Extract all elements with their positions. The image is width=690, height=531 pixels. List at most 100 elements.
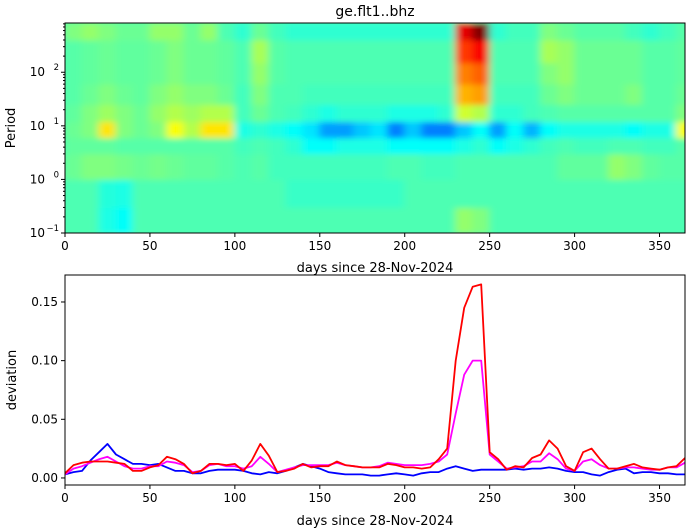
heatmap-cell: [540, 39, 559, 64]
x-tick-label: 100: [223, 491, 246, 505]
heatmap-cell: [642, 83, 661, 106]
heatmap-cell: [438, 39, 457, 64]
heatmap-cell: [200, 23, 219, 41]
heatmap-cell: [149, 104, 168, 123]
heatmap-cell: [370, 62, 389, 85]
heatmap-cell: [285, 121, 304, 139]
heatmap-cell: [183, 62, 202, 85]
heatmap-cell: [336, 153, 355, 180]
heatmap-cell: [489, 178, 508, 208]
heatmap-cell: [285, 83, 304, 106]
heatmap-cell: [200, 83, 219, 106]
heatmap-cell: [183, 39, 202, 64]
y-tick-label: 10: [30, 65, 45, 79]
series-line-0: [65, 442, 685, 477]
heatmap-cell: [523, 39, 542, 64]
heatmap-cell: [353, 62, 372, 85]
heatmap-cell: [404, 39, 423, 64]
heatmap-cell: [370, 137, 389, 155]
x-tick-label: 250: [478, 491, 501, 505]
heatmap-cell: [319, 62, 338, 85]
heatmap-cell: [65, 137, 83, 155]
heatmap-cell: [370, 104, 389, 123]
heatmap-cell: [234, 104, 253, 123]
heatmap-cell: [166, 121, 185, 139]
heatmap-cell: [506, 83, 525, 106]
y-tick-exponent: 0: [54, 170, 59, 180]
heatmap-cell: [115, 121, 134, 139]
heatmap-cell: [676, 137, 685, 155]
heatmap-cell: [149, 62, 168, 85]
heatmap-cell: [523, 153, 542, 180]
heatmap-cell: [676, 121, 685, 139]
heatmap-cell: [285, 23, 304, 41]
heatmap-cell: [421, 153, 440, 180]
x-tick-label: 300: [563, 239, 586, 253]
heatmap-cell: [472, 121, 491, 139]
x-tick-label: 150: [308, 491, 331, 505]
heatmap-cell: [268, 62, 287, 85]
heatmap-cell: [642, 153, 661, 180]
heatmap-cell: [472, 206, 491, 233]
heatmap-cell: [200, 104, 219, 123]
heatmap-cell: [132, 62, 151, 85]
y-tick-label: 10: [30, 226, 45, 240]
heatmap-cell: [455, 206, 474, 233]
heatmap-cell: [149, 39, 168, 64]
heatmap-cell: [387, 178, 406, 208]
x-tick-label: 50: [142, 239, 157, 253]
heatmap-cell: [574, 39, 593, 64]
heatmap-cell: [65, 206, 83, 233]
heatmap-cell: [319, 206, 338, 233]
heatmap-cell: [625, 83, 644, 106]
heatmap-cell: [574, 23, 593, 41]
heatmap-cell: [438, 121, 457, 139]
heatmap-cell: [251, 39, 270, 64]
heatmap-cell: [234, 137, 253, 155]
heatmap-cell: [387, 104, 406, 123]
heatmap-cell: [251, 178, 270, 208]
heatmap-cell: [540, 178, 559, 208]
heatmap-cell: [659, 153, 678, 180]
heatmap-cell: [217, 62, 236, 85]
heatmap-cell: [98, 206, 117, 233]
heatmap-cell: [268, 178, 287, 208]
heatmap-cell: [217, 206, 236, 233]
heatmap-cell: [387, 121, 406, 139]
heatmap-cell: [353, 206, 372, 233]
heatmap-cell: [642, 104, 661, 123]
heatmap-cell: [132, 104, 151, 123]
heatmap-cell: [642, 178, 661, 208]
heatmap-cell: [455, 178, 474, 208]
heatmap-cell: [132, 23, 151, 41]
heatmap-cell: [353, 39, 372, 64]
heatmap-cell: [115, 178, 134, 208]
heatmap-cell: [574, 121, 593, 139]
heatmap-cell: [438, 83, 457, 106]
heatmap-cell: [302, 121, 321, 139]
heatmap-cell: [183, 137, 202, 155]
heatmap-cell: [404, 23, 423, 41]
heatmap-cell: [353, 153, 372, 180]
heatmap-cell: [625, 23, 644, 41]
heatmap-cell: [132, 178, 151, 208]
heatmap-ylabel: Period: [4, 108, 19, 149]
heatmap-cell: [217, 178, 236, 208]
heatmap-cell: [659, 121, 678, 139]
heatmap-cell: [251, 23, 270, 41]
series-line-1: [65, 359, 685, 476]
heatmap-cell: [81, 206, 100, 233]
heatmap-cell: [557, 206, 576, 233]
heatmap-cell: [642, 137, 661, 155]
heatmap-cell: [591, 178, 610, 208]
line-axes-frame: [64, 274, 686, 486]
heatmap-cell: [115, 137, 134, 155]
y-tick-label: 10: [30, 119, 45, 133]
heatmap-cell: [404, 62, 423, 85]
heatmap-cell: [166, 153, 185, 180]
heatmap-cell: [302, 83, 321, 106]
heatmap-cell: [591, 104, 610, 123]
heatmap-cell: [319, 121, 338, 139]
